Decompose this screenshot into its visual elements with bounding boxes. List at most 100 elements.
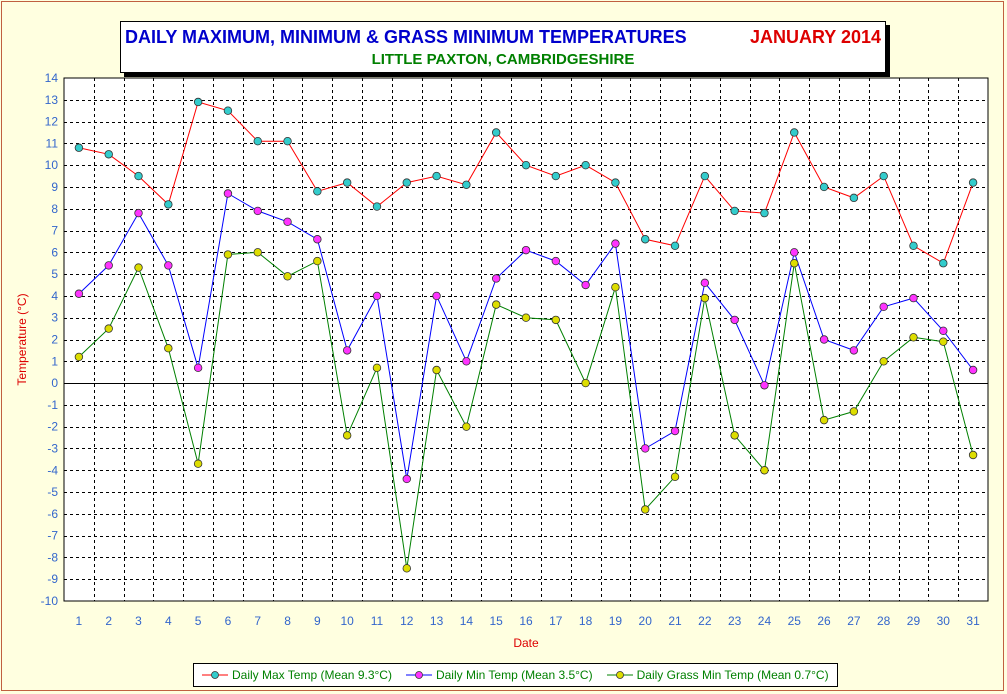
data-point bbox=[730, 431, 739, 440]
legend-label: Daily Grass Min Temp (Mean 0.7°C) bbox=[636, 668, 829, 682]
data-point bbox=[402, 564, 411, 573]
data-point bbox=[968, 365, 978, 375]
x-tick-label: 2 bbox=[105, 614, 112, 628]
data-point bbox=[581, 378, 590, 388]
y-tick-label: -8 bbox=[47, 550, 58, 564]
x-tick-label: 6 bbox=[225, 614, 232, 628]
x-tick-label: 23 bbox=[728, 614, 742, 628]
x-tick-label: 5 bbox=[195, 614, 202, 628]
data-point bbox=[939, 259, 948, 268]
y-tick-label: 13 bbox=[45, 93, 59, 107]
data-point bbox=[164, 200, 173, 209]
x-tick-label: 28 bbox=[877, 614, 891, 628]
y-tick-label: 0 bbox=[51, 376, 58, 390]
y-tick-label: 12 bbox=[45, 115, 59, 129]
x-tick-label: 17 bbox=[549, 614, 563, 628]
data-point bbox=[700, 293, 710, 303]
y-tick-label: -2 bbox=[47, 420, 58, 434]
x-tick-labels: 1 2 3 4 5 6 7 8 9 10 11 12 13 14 15 16 17 18 19 20 21 22 23 24 2… bbox=[76, 614, 981, 628]
x-tick-label: 18 bbox=[579, 614, 593, 628]
y-tick-label: 11 bbox=[46, 136, 59, 150]
y-tick-label: -4 bbox=[47, 463, 58, 477]
data-point bbox=[372, 363, 382, 373]
data-point bbox=[462, 357, 471, 366]
data-point bbox=[819, 335, 829, 344]
x-tick-label: 13 bbox=[430, 614, 444, 628]
data-point bbox=[730, 206, 739, 216]
x-tick-label: 12 bbox=[400, 614, 414, 628]
data-point bbox=[670, 472, 680, 481]
x-tick-label: 27 bbox=[847, 614, 861, 628]
y-tick-label: -9 bbox=[47, 572, 58, 586]
legend-item: Daily Grass Min Temp (Mean 0.7°C) bbox=[606, 668, 829, 682]
data-point bbox=[611, 178, 620, 187]
data-point bbox=[521, 160, 531, 170]
data-point bbox=[283, 272, 292, 281]
data-point bbox=[402, 178, 411, 187]
x-tick-label: 15 bbox=[490, 614, 504, 628]
data-point bbox=[134, 208, 143, 218]
y-tick-label: -3 bbox=[47, 441, 58, 455]
legend-swatch bbox=[405, 671, 432, 679]
data-point bbox=[879, 357, 888, 366]
y-tick-label: 7 bbox=[51, 224, 58, 238]
line-chart: -10-9-8-7-6-5-4-3-2-10123456789101112131… bbox=[15, 71, 989, 650]
x-tick-label: 30 bbox=[937, 614, 951, 628]
legend-swatch-marker bbox=[615, 671, 624, 679]
data-point bbox=[760, 208, 769, 218]
data-point bbox=[313, 235, 322, 244]
data-point bbox=[879, 171, 888, 181]
data-point bbox=[790, 259, 799, 268]
data-point bbox=[491, 128, 501, 137]
y-tick-label: 4 bbox=[51, 289, 58, 303]
legend-label: Daily Min Temp (Mean 3.5°C) bbox=[435, 668, 593, 682]
x-tick-label: 8 bbox=[284, 614, 291, 628]
data-point bbox=[342, 346, 352, 355]
data-point bbox=[134, 263, 143, 272]
x-tick-label: 1 bbox=[76, 614, 83, 628]
data-point bbox=[223, 250, 233, 259]
data-point bbox=[253, 206, 262, 216]
data-point bbox=[223, 106, 233, 115]
data-point bbox=[491, 274, 501, 283]
data-point bbox=[551, 256, 561, 266]
data-point bbox=[700, 278, 710, 288]
data-point bbox=[104, 261, 113, 270]
chart-title: DAILY MAXIMUM, MINIMUM & GRASS MINIMUM T… bbox=[125, 27, 687, 47]
y-tick-label: 1 bbox=[51, 354, 58, 368]
legend-swatch-marker bbox=[211, 671, 219, 679]
data-point bbox=[849, 346, 859, 355]
data-point bbox=[968, 450, 978, 460]
x-tick-label: 25 bbox=[788, 614, 802, 628]
series-grass-min-temp bbox=[74, 248, 978, 573]
x-tick-label: 29 bbox=[907, 614, 921, 628]
legend-swatch bbox=[606, 671, 633, 679]
data-point bbox=[74, 143, 84, 152]
x-tick-label: 22 bbox=[698, 614, 712, 628]
data-point bbox=[521, 313, 531, 322]
data-point bbox=[253, 248, 262, 257]
y-tick-label: 5 bbox=[51, 267, 58, 281]
series-max-temp bbox=[74, 97, 978, 268]
x-tick-label: 10 bbox=[340, 614, 354, 628]
legend-label: Daily Max Temp (Mean 9.3°C) bbox=[232, 668, 392, 682]
data-point bbox=[641, 235, 650, 244]
data-point bbox=[581, 280, 590, 290]
data-point bbox=[104, 150, 113, 159]
y-tick-label: 6 bbox=[51, 245, 58, 259]
data-point bbox=[342, 431, 352, 440]
data-point bbox=[283, 136, 292, 146]
y-tick-label: -5 bbox=[47, 485, 58, 499]
legend-item: Daily Max Temp (Mean 9.3°C) bbox=[202, 668, 392, 682]
x-tick-label: 7 bbox=[254, 614, 261, 628]
data-point bbox=[641, 444, 650, 453]
data-point bbox=[193, 459, 203, 468]
data-point bbox=[611, 239, 620, 248]
data-point bbox=[700, 171, 710, 181]
data-point bbox=[74, 352, 84, 362]
data-point bbox=[313, 256, 322, 266]
data-point bbox=[819, 415, 829, 425]
chart-title-date: JANUARY 2014 bbox=[749, 27, 881, 47]
data-point bbox=[164, 261, 173, 270]
y-axis-label: Temperature (°C) bbox=[15, 293, 29, 385]
